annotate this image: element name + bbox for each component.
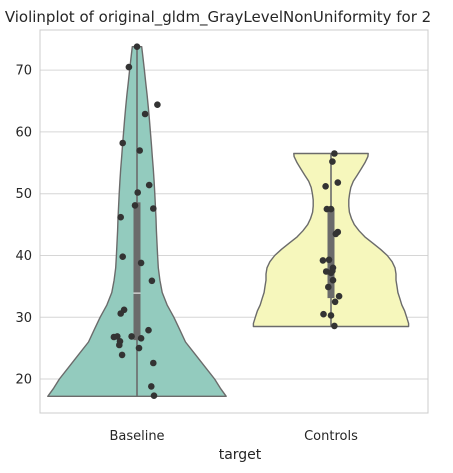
iqr-box-controls: [327, 208, 335, 299]
data-point: [325, 283, 332, 291]
x-tick-label: Baseline: [109, 429, 164, 444]
data-point: [119, 139, 126, 147]
data-point: [327, 312, 335, 319]
data-point: [141, 110, 149, 118]
x-tick-labels: Baseline Controls: [109, 429, 358, 444]
data-point: [331, 298, 339, 306]
y-tick-label: 40: [15, 249, 32, 264]
data-point: [137, 259, 145, 267]
data-point: [116, 341, 123, 349]
chart-title: Violinplot of original_gldm_GrayLevelNon…: [5, 8, 431, 27]
y-tick-labels: 20 30 40 50 60 70: [15, 64, 32, 388]
data-point: [135, 344, 143, 352]
data-points: [110, 43, 343, 400]
data-point: [154, 101, 161, 108]
data-point: [329, 276, 337, 284]
data-point: [322, 183, 329, 190]
data-point: [133, 43, 141, 50]
data-point: [128, 333, 135, 340]
data-point: [332, 230, 340, 238]
y-tick-label: 30: [15, 311, 32, 326]
data-point: [335, 292, 343, 300]
data-point: [118, 351, 126, 359]
data-point: [117, 310, 124, 317]
x-tick-label: Controls: [304, 429, 358, 444]
data-point: [145, 326, 152, 334]
data-point: [125, 63, 133, 71]
iqr-box-baseline: [133, 202, 141, 341]
data-point: [119, 253, 126, 260]
data-point: [117, 213, 124, 221]
data-point: [327, 205, 335, 213]
data-point: [150, 359, 157, 367]
data-point: [334, 179, 342, 186]
y-tick-label: 50: [15, 187, 32, 202]
data-point: [110, 333, 118, 341]
data-point: [329, 267, 336, 275]
data-point: [150, 205, 157, 212]
x-axis-label: target: [219, 447, 262, 463]
data-point: [325, 256, 333, 264]
data-point: [329, 158, 336, 165]
data-point: [148, 277, 156, 285]
y-tick-label: 60: [15, 125, 32, 140]
data-point: [320, 310, 327, 318]
plot-frame: [39, 29, 429, 414]
violins: [47, 46, 410, 397]
data-point: [319, 257, 327, 264]
data-point: [150, 392, 158, 400]
data-point: [134, 189, 141, 196]
data-point: [331, 150, 338, 157]
data-point: [137, 335, 145, 342]
data-point: [148, 383, 155, 390]
y-tick-label: 70: [15, 64, 32, 79]
data-point: [136, 147, 143, 154]
data-point: [131, 202, 139, 209]
y-tick-label: 20: [15, 373, 32, 388]
data-point: [331, 322, 338, 330]
data-point: [145, 181, 153, 189]
